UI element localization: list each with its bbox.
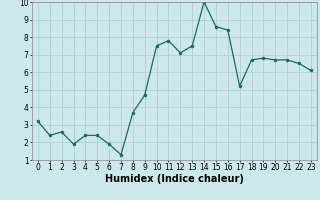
X-axis label: Humidex (Indice chaleur): Humidex (Indice chaleur)	[105, 174, 244, 184]
